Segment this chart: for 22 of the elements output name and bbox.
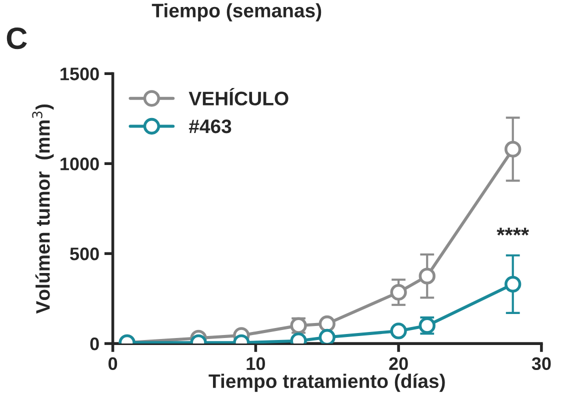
legend-label: VEHÍCULO [188,88,288,106]
point [390,322,407,340]
text: Tiempo (semanas) [152,3,322,22]
point [390,284,407,301]
y-tick-label: 1500 [60,68,99,80]
y-tick-label: 1000 [60,158,99,170]
point [318,328,336,344]
text: C [6,27,27,50]
x-tick-label: 0 [108,357,118,370]
annotation: **** [496,228,530,236]
point [318,315,336,332]
y-axis-title: Volúmen tumor (mm$^{3}$) [32,104,54,314]
y-tick-label: 500 [70,248,99,260]
legend-label: #463 [188,119,232,134]
x-tick-label: 30 [532,357,551,370]
point [504,276,522,293]
x-tick-label: 20 [389,357,408,370]
point [504,140,522,158]
x-tick-label: 10 [246,357,265,370]
point [418,268,436,284]
y-tick-label: 0 [90,337,99,350]
x-axis-title: Tiempo tratamiento (días) [208,374,445,392]
